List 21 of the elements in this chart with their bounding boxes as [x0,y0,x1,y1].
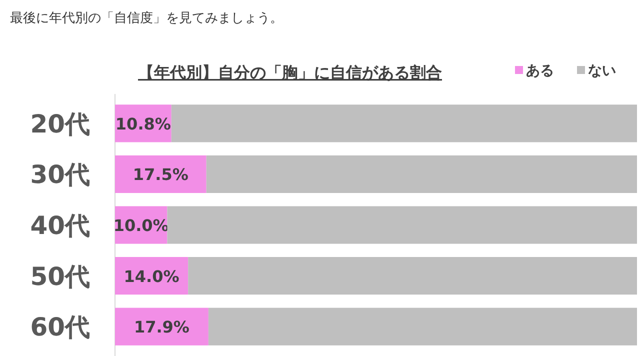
bar [188,257,637,295]
y-tick-label: 40代 [30,211,90,240]
data-label: 14.0% [124,266,180,286]
bar [115,155,206,193]
y-tick-label: 30代 [30,160,90,190]
data-label: 10.8% [115,114,171,134]
data-label: 10.0% [113,216,169,235]
y-tick-label: 60代 [30,312,90,342]
bar [171,104,637,142]
bar [206,155,637,193]
chart-title: 【年代別】自分の「胸」に自信がある割合 [138,63,442,82]
bar [208,308,637,346]
y-tick-label: 20代 [30,109,90,138]
data-label: 17.9% [134,318,190,337]
legend-label: ない [588,63,616,79]
data-label: 17.5% [132,165,188,184]
bar [167,206,637,244]
y-tick-label: 50代 [30,262,90,291]
text: 最後に年代別の「自信度」を見てみましょう。 [10,10,283,26]
bar [115,308,208,346]
legend-label: ある [526,63,554,79]
